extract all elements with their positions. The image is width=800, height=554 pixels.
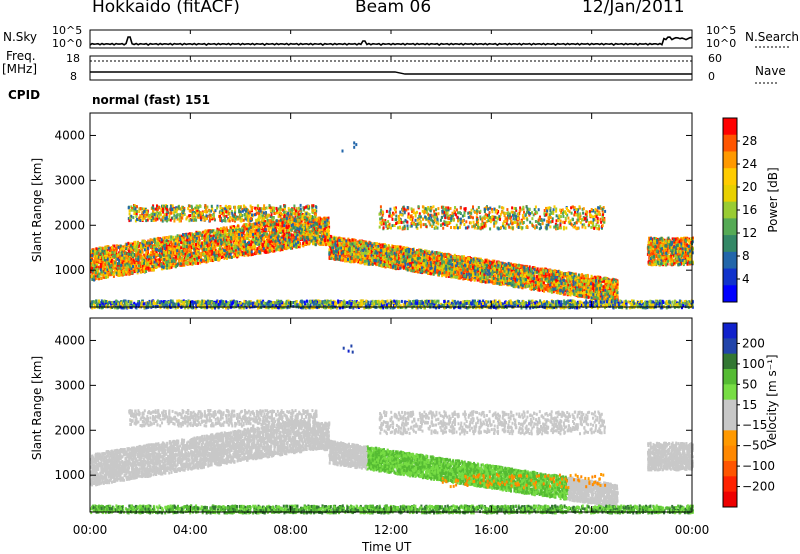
scatter-cell [195, 262, 197, 265]
nsky-trace [90, 37, 692, 45]
freq-trace [90, 72, 692, 74]
rti-plot: 1000200030004000100020003000400000:00 04:… [0, 0, 800, 554]
